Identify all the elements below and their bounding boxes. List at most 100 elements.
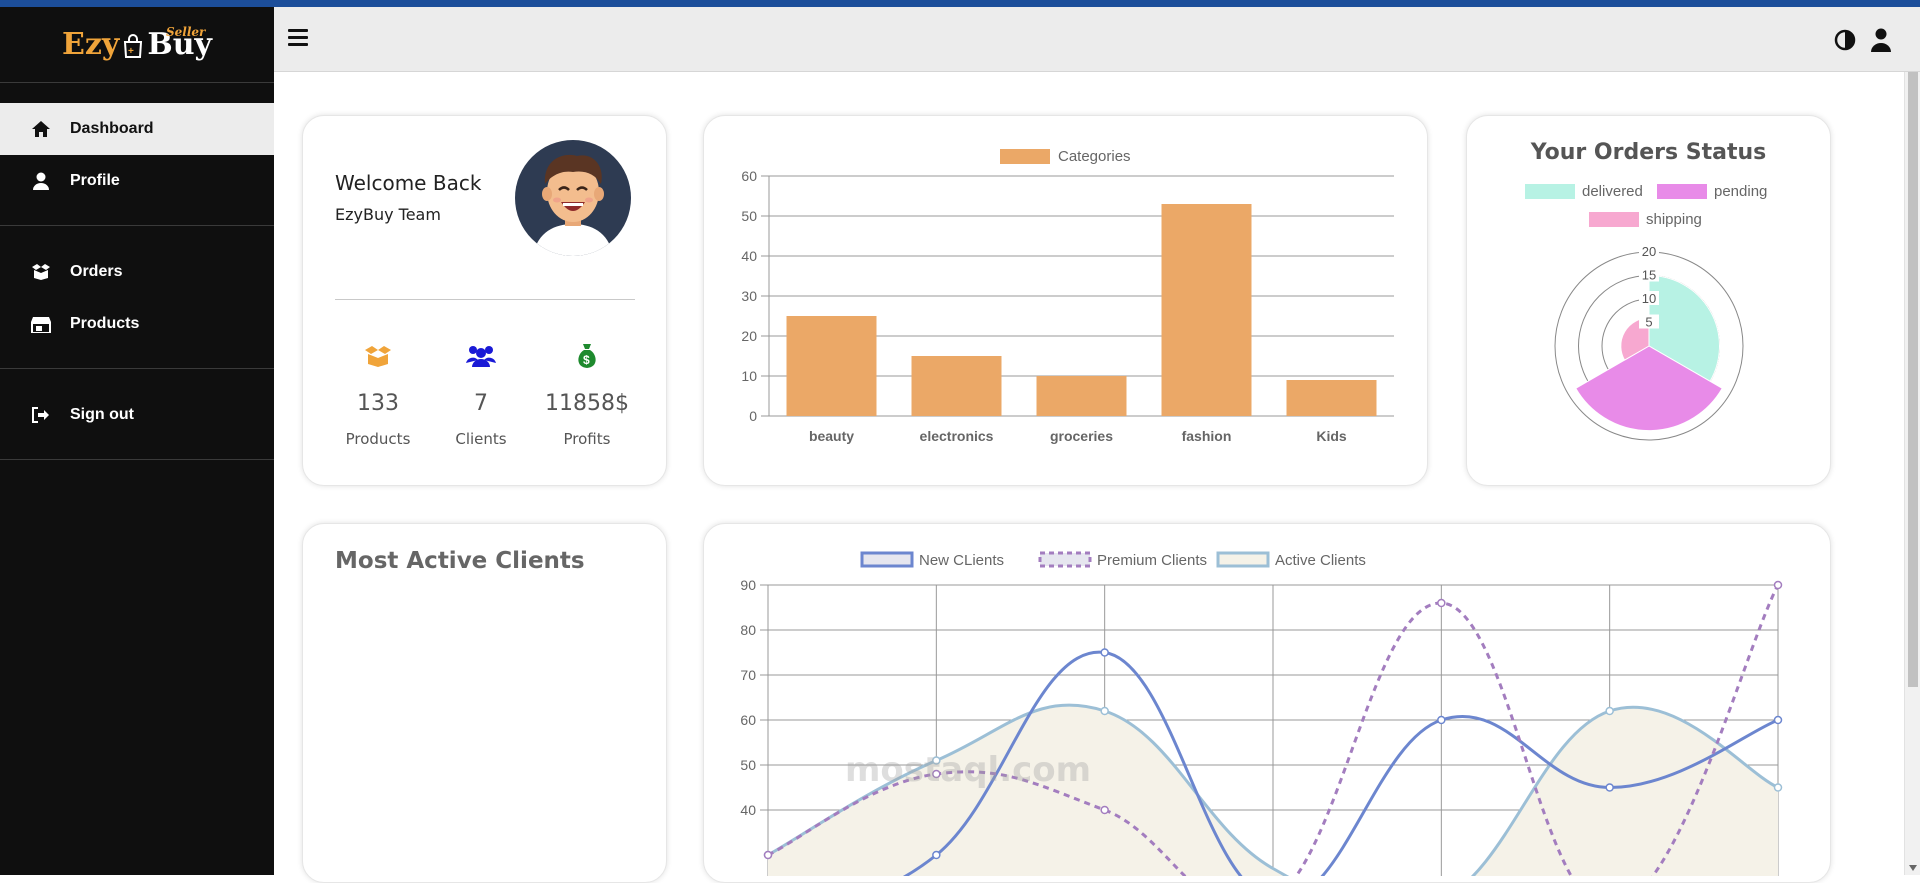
sidebar-item-label: Profile xyxy=(70,172,120,189)
series-point xyxy=(1100,805,1109,815)
series-point xyxy=(1773,783,1783,792)
stat-value: 133 xyxy=(357,391,399,416)
series-point xyxy=(932,850,941,860)
r-tick-label: 10 xyxy=(1642,291,1656,306)
y-tick-label: 50 xyxy=(740,757,756,773)
most-active-clients-card: Most Active Clients xyxy=(302,523,667,883)
stat-clients: 7 Clients xyxy=(431,341,531,448)
series-point xyxy=(1100,706,1109,716)
bar xyxy=(1161,204,1252,416)
legend-label: delivered xyxy=(1582,183,1643,200)
y-tick-label: 50 xyxy=(741,208,757,224)
brand-name: Ezy + Buy xyxy=(62,27,212,62)
tick-backdrop xyxy=(1639,267,1659,282)
welcome-card: Welcome Back EzyBuy Team 133 Products 7 … xyxy=(302,115,667,486)
welcome-divider xyxy=(335,299,635,300)
r-tick-label: 20 xyxy=(1642,244,1656,259)
watermark: mostaql.com xyxy=(845,750,1092,790)
series-point xyxy=(932,756,941,765)
sidebar: Ezy + Buy Seller Dashboard Profile Orders … xyxy=(0,7,274,875)
legend-label: New CLients xyxy=(919,552,1004,569)
tick-backdrop xyxy=(1639,291,1659,305)
y-tick-label: 70 xyxy=(740,667,756,683)
series-point xyxy=(1605,783,1614,792)
top-header xyxy=(274,7,1920,72)
sidebar-item-profile[interactable]: Profile xyxy=(0,155,274,207)
r-tick-label: 15 xyxy=(1642,268,1656,283)
welcome-title: Welcome Back xyxy=(335,171,482,195)
x-tick-label: electronics xyxy=(920,428,994,444)
polar-slice xyxy=(1648,274,1720,382)
legend-label: Premium Clients xyxy=(1097,552,1207,569)
series-point xyxy=(1773,580,1783,590)
nav-group-main: Dashboard Profile xyxy=(0,83,274,226)
tick-backdrop xyxy=(1639,314,1659,329)
y-tick-label: 30 xyxy=(741,288,757,304)
legend-swatch xyxy=(1216,551,1270,568)
x-tick-label: fashion xyxy=(1182,428,1232,444)
user-icon[interactable] xyxy=(1870,28,1892,52)
legend-swatch xyxy=(1000,149,1050,164)
scrollbar-thumb[interactable] xyxy=(1908,72,1918,687)
scroll-down-arrow[interactable] xyxy=(1909,865,1917,871)
series-point xyxy=(1100,648,1109,657)
nav-group-store: Orders Products xyxy=(0,226,274,369)
sidebar-item-products[interactable]: Products xyxy=(0,298,274,350)
bar xyxy=(1036,376,1127,416)
welcome-subtitle: EzyBuy Team xyxy=(335,205,441,224)
stat-label: Products xyxy=(345,430,411,448)
hamburger-icon[interactable] xyxy=(288,29,308,47)
home-icon xyxy=(30,118,52,140)
categories-bar-chart: Categories 0 10 20 30 40 50 60 beauty electronics… xyxy=(741,148,1394,444)
store-icon xyxy=(30,313,52,335)
legend-label: Active Clients xyxy=(1275,552,1366,569)
top-accent-bar xyxy=(0,0,1920,7)
stat-value: 11858$ xyxy=(545,391,629,416)
brand-logo[interactable]: Ezy + Buy Seller xyxy=(0,7,274,83)
svg-text:+: + xyxy=(128,46,134,57)
series-point xyxy=(932,769,941,779)
x-tick-label: beauty xyxy=(809,428,854,444)
contrast-icon[interactable] xyxy=(1834,29,1856,51)
y-tick-label: 60 xyxy=(740,712,756,728)
sidebar-item-label: Products xyxy=(70,315,140,332)
legend-label: shipping xyxy=(1646,211,1702,228)
sidebar-item-sign-out[interactable]: Sign out xyxy=(0,389,274,441)
users-icon xyxy=(431,341,531,371)
series-point xyxy=(1437,715,1446,725)
sidebar-item-label: Orders xyxy=(70,263,123,280)
series-point xyxy=(1773,715,1783,725)
legend-swatch xyxy=(1589,212,1639,227)
stat-value: 7 xyxy=(474,391,488,416)
user-icon xyxy=(30,170,52,192)
orders-status-polar-chart: delivered pending shipping 20 15 10 5 xyxy=(1525,183,1767,441)
x-tick-label: groceries xyxy=(1050,428,1113,444)
y-tick-label: 80 xyxy=(740,622,756,638)
legend-swatch xyxy=(1038,551,1092,568)
categories-chart-card: Categories 0 10 20 30 40 50 60 beauty electronics… xyxy=(703,115,1428,486)
box-icon xyxy=(30,261,52,283)
y-tick-label: 0 xyxy=(749,408,757,424)
legend-swatch xyxy=(1525,184,1575,199)
bar xyxy=(786,316,877,416)
bar xyxy=(1286,380,1377,416)
y-tick-label: 40 xyxy=(740,802,756,818)
legend-label: Categories xyxy=(1058,148,1131,165)
sidebar-item-label: Dashboard xyxy=(70,120,154,137)
series-line xyxy=(889,650,1779,883)
series-point xyxy=(763,850,773,860)
page-scrollbar[interactable] xyxy=(1904,72,1920,875)
series-point xyxy=(1605,706,1614,716)
box-icon xyxy=(328,341,428,371)
sidebar-item-orders[interactable]: Orders xyxy=(0,246,274,298)
y-tick-label: 60 xyxy=(741,168,757,184)
stat-label: Profits xyxy=(563,430,611,448)
sign-out-icon xyxy=(30,404,52,426)
nav-group-account: Sign out xyxy=(0,369,274,460)
r-tick-label: 5 xyxy=(1645,315,1652,330)
avatar xyxy=(515,140,631,256)
legend-swatch xyxy=(1657,184,1707,199)
polar-slice xyxy=(1575,345,1723,432)
sidebar-item-dashboard[interactable]: Dashboard xyxy=(0,103,274,155)
stat-label: Clients xyxy=(455,430,507,448)
